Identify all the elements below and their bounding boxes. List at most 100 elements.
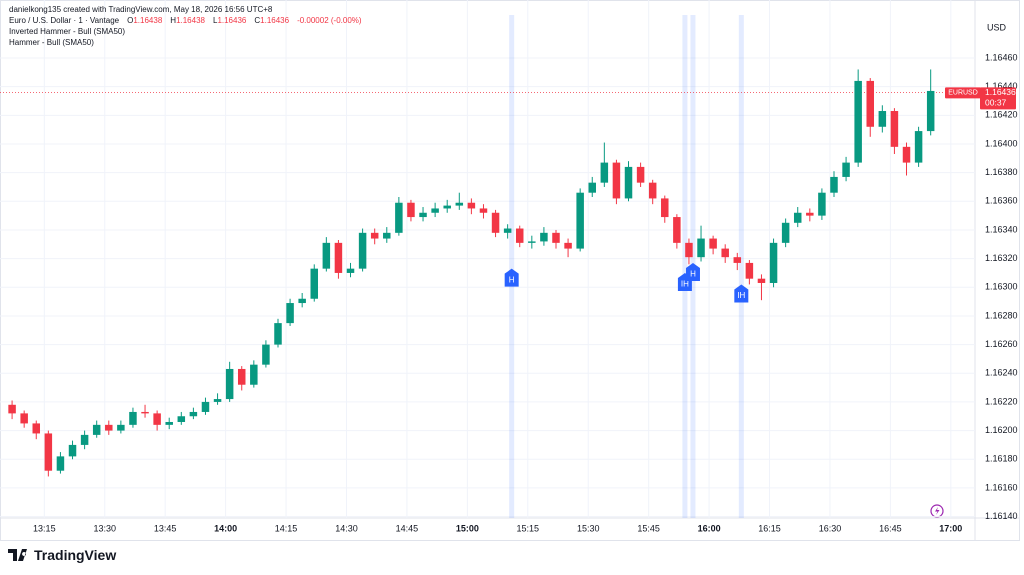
y-tick-label: 1.16140 [985,511,1018,521]
y-tick-label: 1.16280 [985,310,1018,320]
author-line: danielkong135 created with TradingView.c… [9,5,273,14]
candle-body [697,238,705,258]
candle-body [866,80,874,127]
candle-body [129,411,137,425]
candle-body [636,166,645,183]
pattern-label: H [690,270,696,279]
candle-body [721,248,729,258]
y-tick-label: 1.16340 [985,224,1018,234]
candle-body [685,242,693,258]
pattern-band [509,15,515,518]
chart-frame [0,0,1020,541]
candle-body [818,192,826,216]
change: -0.00002 (-0.00%) [297,16,362,25]
alert-icon [930,504,944,518]
candle-body [213,399,222,402]
y-tick-label: 1.16240 [985,368,1018,378]
candle-body [105,424,113,431]
ohlc-value: 1.16438 [176,16,205,25]
candle-body [20,413,28,424]
pattern-label: H [509,275,515,284]
candle-body [661,198,669,218]
y-tick-label: 1.16300 [985,282,1018,292]
x-tick-label: 13:30 [93,523,116,533]
x-tick-label: 13:15 [33,523,56,533]
candle-body [914,131,923,163]
candle-body [576,192,584,249]
candle-body [310,268,319,299]
candle-body [298,298,306,304]
countdown-label: 00:37 [985,98,1007,108]
brand: TradingView [8,547,116,563]
pattern-marker [685,262,700,281]
candle-body [709,238,717,249]
candle-body [383,232,391,239]
candle-body [455,202,464,206]
y-tick-label: 1.16440 [985,81,1018,91]
y-tick-label: 1.16360 [985,196,1018,206]
ohlc-value: 1.16436 [260,16,290,25]
y-tick-label: 1.16180 [985,454,1018,464]
x-tick-label: 15:15 [517,523,540,533]
candle-body [902,146,911,163]
price-badge [980,87,1016,110]
candle-body [806,212,814,216]
candle-body [56,456,65,471]
candle-body [673,217,681,243]
candle-body [745,262,754,279]
candle-body [237,368,246,385]
candle-body [419,212,427,218]
candle-body [346,268,355,273]
candle-body [68,444,77,457]
y-tick-label: 1.16420 [985,110,1018,120]
chart-header: danielkong135 created with TradingView.c… [9,4,362,48]
candle-body [854,80,862,163]
candle-body [189,411,198,417]
x-tick-label: 15:45 [637,523,660,533]
candle-body [528,241,536,243]
grid [0,0,975,518]
x-tick-label: 16:30 [819,523,842,533]
x-tick-label: 16:00 [698,523,721,533]
indicator: Hammer - Bull (SMA50) [9,38,94,47]
brand-logo [8,549,27,561]
ohlc-key: C [254,16,261,25]
candle-body [395,202,403,233]
x-tick-label: 14:30 [335,523,358,533]
y-tick-label: 1.16460 [985,52,1018,62]
candle-body [141,411,149,414]
price-badge-label: 1.16436 [985,87,1016,97]
candle-body [769,242,778,283]
candle-body [830,176,838,193]
candle-body [250,364,258,385]
candle-body [358,232,367,269]
candle-body [92,424,101,435]
candle-body [32,423,41,434]
pattern-band [738,15,744,518]
candle-body [177,416,186,422]
candle-body [781,222,790,243]
candle-body [407,202,415,218]
candle-body [262,344,270,365]
currency-label: USD [987,22,1007,32]
pattern-marker [504,268,519,287]
ohlc-key: O [127,16,134,25]
pattern-band [682,15,688,518]
x-tick-label: 13:45 [154,523,177,533]
pattern-label: IH [737,291,745,300]
candle-body [479,208,488,213]
candle-body [491,212,500,233]
indicator: Inverted Hammer - Bull (SMA50) [9,27,126,36]
candle-body [8,404,16,414]
candle-body [117,424,125,431]
candle-body [878,111,887,127]
x-tick-label: 15:00 [456,523,479,533]
symbol-badge [945,87,981,99]
ohlc-value: 1.16438 [133,16,163,25]
y-tick-label: 1.16380 [985,167,1018,177]
ohlc-value: 1.16436 [217,16,247,25]
candle-body [443,205,451,209]
x-tick-label: 14:45 [396,523,419,533]
